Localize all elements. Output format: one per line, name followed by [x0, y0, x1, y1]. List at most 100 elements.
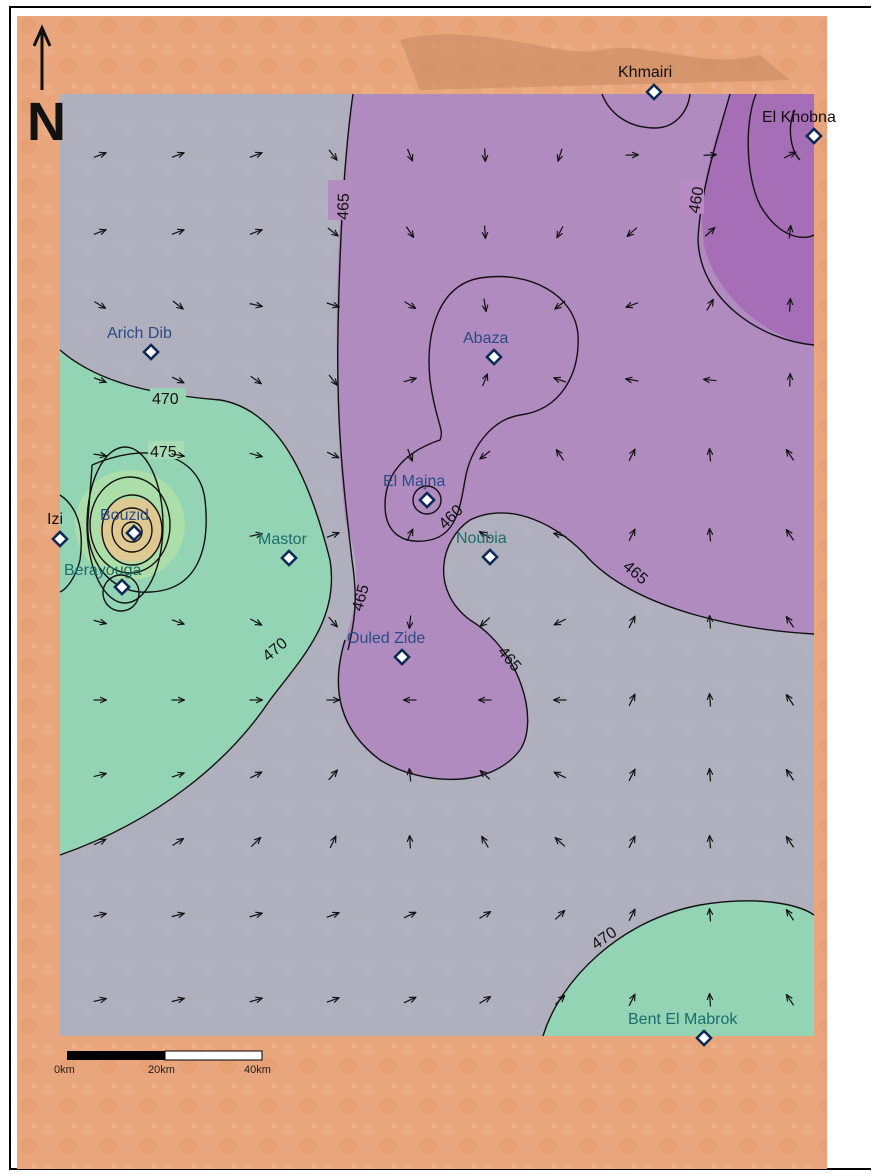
well-label: Ouled Zide: [347, 630, 425, 647]
flow-arrow-icon: [554, 533, 567, 536]
contour-label-group: 465 460 470 475 465 460 465 465 465 470 …: [148, 180, 708, 953]
well-abaza[interactable]: Abaza: [463, 330, 508, 366]
well-label: Bent El Mabrok: [628, 1011, 738, 1028]
north-label: N: [27, 92, 66, 152]
well-berayouga[interactable]: Berayouga: [64, 562, 141, 596]
flow-arrow-icon: [710, 694, 711, 707]
well-label: Izi: [47, 511, 63, 528]
well-marker-icon[interactable]: [485, 348, 503, 366]
well-label: Bouzid: [100, 507, 149, 524]
flow-arrow-icon: [409, 615, 410, 629]
well-el-khobna[interactable]: El Khobna: [762, 109, 836, 145]
flow-arrow-icon: [710, 769, 711, 782]
flow-arrow-icon: [250, 837, 260, 847]
flow-arrow-icon: [482, 836, 489, 848]
well-marker-icon[interactable]: [805, 127, 823, 145]
well-marker-icon[interactable]: [481, 548, 499, 566]
well-mastor[interactable]: Mastor: [258, 531, 308, 567]
flow-arrow-icon: [479, 532, 491, 539]
flow-arrow-icon: [403, 912, 416, 919]
flow-arrow-icon: [93, 999, 107, 1002]
flow-arrow-icon: [706, 299, 714, 311]
flow-arrow-icon: [172, 839, 184, 846]
flow-arrow-icon: [786, 695, 795, 706]
flow-arrow-icon: [628, 529, 635, 542]
well-marker-icon[interactable]: [393, 648, 411, 666]
flow-arrow-icon: [250, 375, 262, 383]
flow-arrow-icon: [406, 148, 413, 161]
flow-arrow-icon: [786, 910, 795, 921]
flow-arrow-icon: [410, 836, 411, 849]
flow-arrow-icon: [326, 303, 339, 307]
flow-arrow-icon: [557, 225, 564, 237]
well-marker-icon[interactable]: [51, 530, 69, 548]
flow-arrow-icon: [171, 454, 185, 456]
flow-arrow-icon: [783, 152, 796, 159]
well-marker-icon[interactable]: [280, 549, 298, 567]
flow-arrow-icon: [554, 772, 567, 779]
flow-arrow-icon: [703, 155, 717, 156]
flow-arrow-icon: [628, 994, 635, 1007]
wells-layer: Khmairi El Khobna Arich Dib Abaza El Majna Iz…: [47, 64, 836, 1047]
well-noubia[interactable]: Noubia: [456, 530, 507, 566]
well-bouzid[interactable]: Bouzid: [100, 507, 149, 542]
well-bent-el-mabrok[interactable]: Bent El Mabrok: [628, 1011, 738, 1047]
well-marker-icon[interactable]: [142, 343, 160, 361]
contour-label: 470: [152, 391, 179, 408]
flow-arrow-icon: [555, 838, 566, 847]
contour-label: 460: [686, 185, 707, 214]
flow-arrow-icon: [94, 301, 105, 309]
well-khmairi[interactable]: Khmairi: [618, 64, 672, 101]
flow-arrow-icon: [628, 616, 635, 629]
flow-arrow-icon: [710, 994, 711, 1007]
flow-arrow-icon: [249, 304, 263, 307]
scale-tick-40: 40km: [244, 1064, 271, 1076]
contour-lines: [59, 93, 815, 1037]
flow-arrows: [93, 148, 796, 1007]
well-el-majna[interactable]: El Majna: [383, 473, 445, 509]
flow-arrow-icon: [93, 914, 107, 917]
north-arrow: N: [27, 24, 66, 152]
flow-arrow-icon: [249, 453, 263, 456]
well-label: Mastor: [258, 531, 308, 548]
contour-label: 475: [150, 444, 177, 461]
flow-arrow-icon: [710, 616, 711, 629]
flow-arrow-icon: [326, 533, 339, 538]
well-arich-dib[interactable]: Arich Dib: [107, 325, 172, 361]
well-marker-icon[interactable]: [645, 83, 663, 101]
flow-arrow-icon: [628, 769, 635, 782]
flow-arrow-icon: [485, 225, 486, 239]
well-label: Berayouga: [64, 562, 141, 579]
well-label: El Majna: [383, 473, 445, 490]
well-izi[interactable]: Izi: [47, 511, 69, 548]
well-marker-icon[interactable]: [695, 1029, 713, 1047]
flow-arrow-icon: [786, 995, 795, 1006]
flow-arrow-icon: [171, 620, 184, 624]
flow-arrow-icon: [628, 449, 635, 462]
flow-arrow-icon: [628, 836, 635, 849]
scale-tick-20: 20km: [148, 1064, 175, 1076]
flow-arrow-icon: [786, 617, 795, 628]
flow-arrow-icon: [93, 773, 107, 776]
flow-arrow-icon: [790, 299, 791, 312]
well-label: Arich Dib: [107, 325, 172, 342]
flow-arrow-icon: [554, 996, 564, 1005]
flow-arrow-icon: [327, 227, 338, 236]
well-ouled-zide[interactable]: Ouled Zide: [347, 630, 425, 666]
well-marker-icon[interactable]: [113, 578, 131, 596]
flow-arrow-icon: [628, 694, 635, 707]
well-label: El Khobna: [762, 109, 836, 126]
flow-arrow-icon: [786, 837, 795, 848]
flow-arrow-icon: [403, 378, 417, 381]
flow-arrow-icon: [484, 298, 486, 312]
contour-label: 465: [335, 193, 353, 220]
flow-arrow-icon: [556, 450, 565, 461]
flow-arrow-icon: [171, 230, 184, 235]
well-marker-icon[interactable]: [418, 491, 436, 509]
flow-arrow-icon: [403, 997, 416, 1004]
flow-arrow-icon: [479, 912, 490, 919]
flow-arrow-icon: [328, 374, 337, 385]
flow-arrow-icon: [704, 379, 717, 380]
well-marker-icon[interactable]: [125, 524, 143, 542]
